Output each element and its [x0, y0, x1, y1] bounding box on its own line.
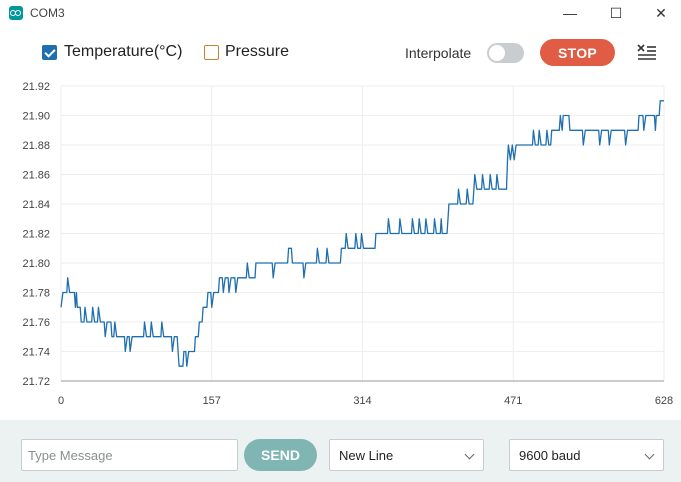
y-tick-label: 21.72 [22, 376, 50, 388]
line-ending-value: New Line [339, 447, 394, 463]
plotter-toolbar: Temperature(°C) Pressure Interpolate STO… [0, 26, 681, 80]
y-tick-label: 21.88 [22, 140, 50, 152]
minimize-button[interactable]: — [547, 0, 593, 26]
clear-output-icon[interactable] [636, 43, 658, 61]
window-titlebar: COM3 — ☐ ✕ [0, 0, 681, 26]
toggle-knob [489, 45, 505, 61]
x-tick-label: 0 [58, 395, 64, 407]
x-tick-label: 628 [655, 395, 673, 407]
maximize-icon: ☐ [609, 4, 623, 21]
interpolate-label: Interpolate [405, 45, 472, 61]
chevron-down-icon [644, 449, 655, 460]
baud-rate-value: 9600 baud [519, 447, 581, 463]
x-tick-label: 157 [203, 395, 221, 407]
chart-svg: 21.72 21.74 21.76 21.78 21.80 21.82 21.84 21.86… [22, 81, 673, 407]
y-tick-label: 21.86 [22, 170, 50, 182]
y-tick-label: 21.92 [22, 81, 50, 93]
window-title: COM3 [30, 6, 65, 20]
x-tick-label: 314 [353, 395, 371, 407]
maximize-button[interactable]: ☐ [593, 0, 639, 26]
x-tick-label: 471 [504, 395, 522, 407]
y-tick-label: 21.76 [22, 317, 50, 329]
serial-plotter-chart: 21.72 21.74 21.76 21.78 21.80 21.82 21.84 21.86… [0, 80, 681, 420]
y-tick-label: 21.90 [22, 111, 50, 123]
y-tick-label: 21.84 [22, 199, 50, 211]
y-tick-label: 21.80 [22, 258, 50, 270]
pressure-checkbox[interactable] [204, 45, 219, 60]
line-ending-select[interactable]: New Line [329, 439, 484, 471]
minimize-icon: — [563, 5, 577, 21]
chevron-down-icon [464, 449, 475, 460]
message-input[interactable] [21, 439, 238, 471]
arduino-app-icon [9, 6, 23, 20]
temperature-series-label[interactable]: Temperature(°C) [64, 43, 183, 60]
pressure-series-label[interactable]: Pressure [225, 43, 290, 60]
temperature-series-line [60, 100, 664, 367]
message-bar: SEND New Line 9600 baud [0, 420, 681, 482]
temperature-checkbox[interactable] [42, 45, 57, 60]
y-tick-label: 21.82 [22, 229, 50, 241]
baud-rate-select[interactable]: 9600 baud [509, 439, 664, 471]
interpolate-toggle[interactable] [487, 43, 524, 63]
close-button[interactable]: ✕ [638, 0, 681, 26]
y-tick-label: 21.78 [22, 288, 50, 300]
send-button[interactable]: SEND [244, 439, 317, 471]
y-tick-label: 21.74 [22, 347, 50, 359]
stop-button[interactable]: STOP [540, 39, 615, 66]
close-icon: ✕ [655, 4, 667, 21]
